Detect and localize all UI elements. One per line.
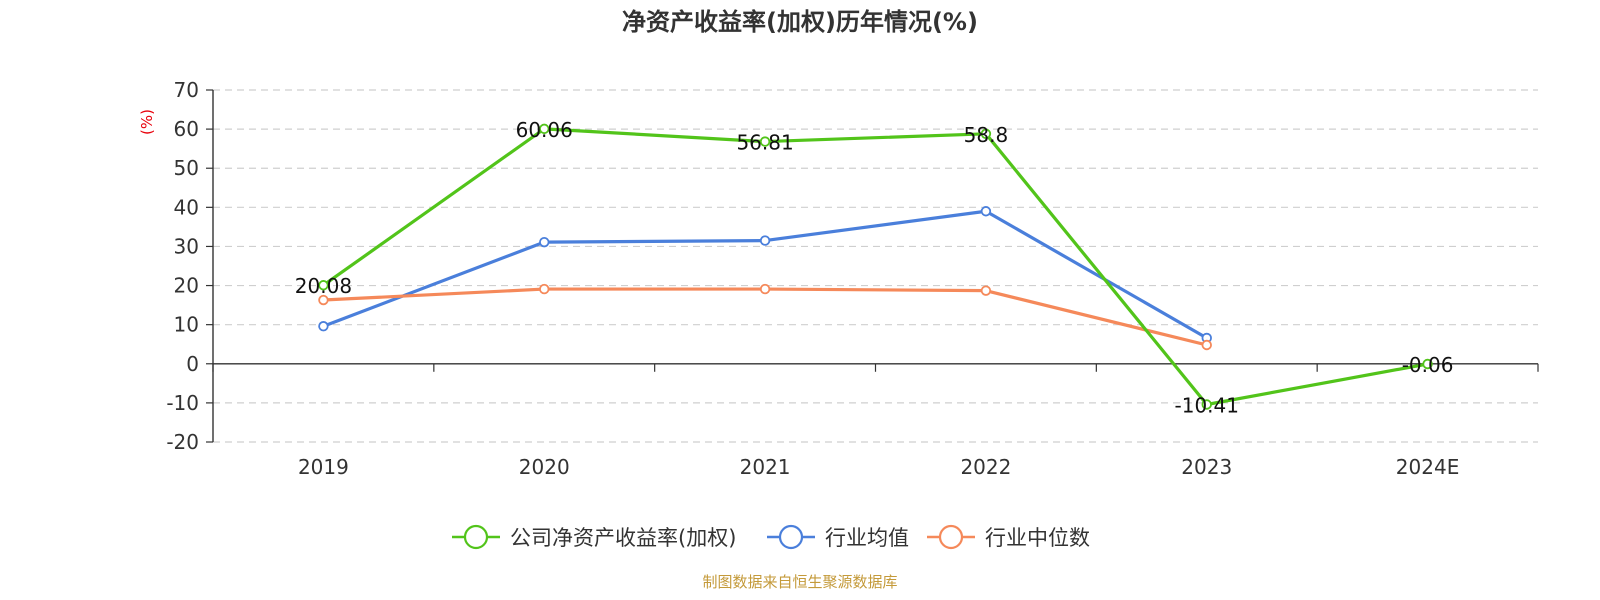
series-line-2 [323,287,1208,347]
x-tick-label: 2021 [740,455,791,479]
data-point-0 [759,136,771,147]
data-point-0 [980,128,992,140]
data-label: 58.8 [964,123,1009,147]
series-lines [318,123,1433,410]
axes: -20 -10 0 10 20 30 40 50 60 70 2019 2020 2021 2022 202… [166,78,1539,479]
y-tick-label: 50 [174,156,199,180]
y-tick-label: 20 [174,274,199,298]
y-axis-label: (%) [138,109,156,135]
legend-marker-icon [463,524,489,550]
data-point-0 [539,123,550,135]
data-point-1 [539,236,550,248]
x-tick-label: 2020 [519,455,570,479]
data-label: -10.41 [1175,393,1239,417]
x-tick-label: 2024E [1396,455,1460,479]
legend-item-1[interactable]: 行业均值 [767,524,909,550]
data-point-1 [318,321,329,332]
legend-label: 公司净资产收益率(加权) [510,526,736,550]
legend-marker-icon [938,524,964,550]
data-label: 56.81 [736,131,793,155]
data-label: -0.06 [1402,353,1454,377]
legend-item-0[interactable]: 公司净资产收益率(加权) [452,524,736,550]
data-point-0 [1422,358,1433,370]
series-line-1 [322,209,1208,340]
legend-label: 行业中位数 [985,526,1090,550]
grid [213,89,1538,443]
data-source-note: 制图数据来自恒生聚源数据库 [702,573,897,591]
legend-label: 行业均值 [825,526,909,550]
y-tick-label: 70 [174,78,199,102]
y-tick-label: -10 [166,391,199,415]
data-point-2 [1201,339,1212,351]
y-tick-label: -20 [166,430,199,454]
chart-title: 净资产收益率(加权)历年情况(%) [622,8,978,36]
x-tick-label: 2022 [960,455,1011,479]
y-tick-label: 10 [174,313,199,337]
y-tick-label: 30 [174,234,199,258]
data-point-2 [759,283,771,295]
data-point-0 [318,280,329,291]
data-point-2 [318,294,329,306]
data-point-2 [539,283,550,295]
x-tick-label: 2019 [298,455,349,479]
data-point-1 [759,235,771,246]
data-label: 20.08 [295,274,352,298]
y-tick-label: 0 [186,352,199,376]
data-point-0 [1201,399,1212,410]
legend-item-2[interactable]: 行业中位数 [927,524,1090,550]
data-label: 60.06 [516,118,573,142]
y-tick-label: 40 [174,195,199,219]
data-labels: 20.08 60.06 56.81 58.8 -10.41 -0.06 [295,118,1454,418]
y-tick-label: 60 [174,117,199,141]
legend[interactable]: 公司净资产收益率(加权) 行业均值 行业中位数 [452,524,1090,550]
x-tick-label: 2023 [1181,455,1232,479]
series-line-0 [322,127,1428,407]
data-point-1 [980,206,992,217]
data-point-2 [980,285,992,296]
legend-marker-icon [778,524,804,550]
